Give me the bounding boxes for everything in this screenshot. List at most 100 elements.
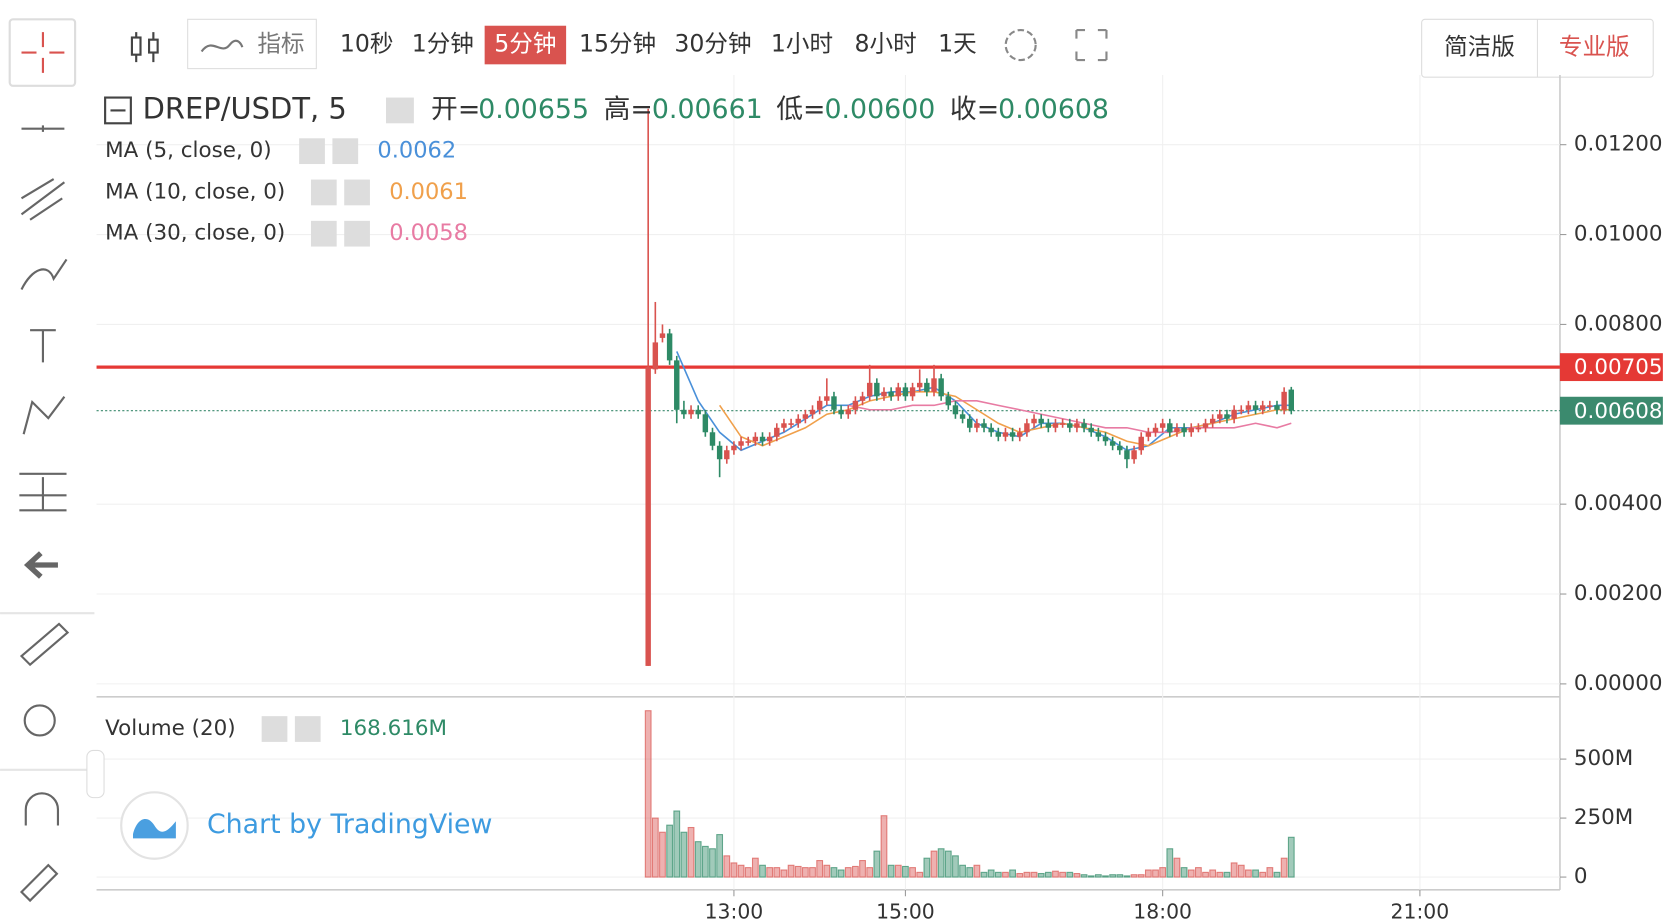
candle-body	[731, 445, 737, 451]
interval-button[interactable]: 1分钟	[412, 30, 474, 58]
ma-name: MA (30, close, 0)	[105, 221, 285, 246]
brush-tool[interactable]	[20, 258, 68, 290]
candle-body	[752, 436, 759, 442]
candle-body	[1102, 436, 1109, 442]
candle-body	[938, 378, 944, 397]
volume-bar	[737, 864, 745, 878]
volume-bar	[1202, 871, 1209, 878]
fullscreen-icon[interactable]	[1075, 28, 1108, 62]
settings-icon[interactable]	[310, 179, 337, 206]
settings-icon[interactable]	[261, 716, 288, 742]
back-tool[interactable]	[23, 551, 58, 579]
close-icon[interactable]	[344, 220, 370, 247]
collapse-handle[interactable]	[86, 749, 105, 799]
volume-bar	[952, 855, 959, 878]
x-tick-label: 21:00	[1391, 899, 1450, 922]
volume-bar	[873, 850, 881, 878]
volume-bar	[659, 831, 666, 878]
pattern-tool[interactable]	[22, 396, 66, 435]
settings-icon[interactable]	[299, 138, 325, 165]
candle-body	[866, 382, 873, 397]
volume-bar	[1259, 871, 1267, 878]
candle-body	[659, 333, 666, 338]
measure-tool[interactable]	[19, 472, 67, 512]
candle-body	[774, 427, 780, 437]
candle-body	[1159, 423, 1166, 428]
volume-bar	[987, 869, 995, 878]
candle-body	[1117, 445, 1123, 451]
settings-icon[interactable]	[310, 220, 337, 247]
candle-body	[738, 441, 744, 446]
candle-body	[816, 400, 823, 410]
y-tick-label: 0.00000	[1574, 671, 1663, 696]
watermark-text[interactable]: Chart by TradingView	[207, 809, 492, 840]
dot-tool[interactable]	[21, 125, 65, 132]
candle-body	[1067, 423, 1073, 428]
candle-body	[1074, 423, 1080, 428]
collapse-icon[interactable]	[104, 96, 132, 125]
volume-bar	[1130, 874, 1138, 878]
volume-bar	[1144, 869, 1152, 878]
interval-button[interactable]: 1天	[938, 30, 977, 58]
volume-bar	[673, 810, 681, 878]
volume-bar	[852, 865, 859, 878]
settings-icon[interactable]	[1004, 28, 1037, 62]
axes: 13:00 15:00 18:00 21:00 0.00000 0.00200 0.0040…	[705, 132, 1663, 922]
volume-bar	[1002, 871, 1009, 878]
candle-body	[902, 387, 909, 397]
lock-tool[interactable]	[19, 863, 59, 903]
lines-tool[interactable]	[20, 178, 66, 221]
volume-bar	[816, 860, 824, 878]
separator	[0, 612, 95, 771]
volume-name: Volume (20)	[105, 716, 236, 741]
volume-bar	[1237, 864, 1245, 878]
interval-button[interactable]: 1小时	[771, 30, 833, 58]
candle-body	[688, 409, 694, 415]
volume-bar	[1187, 869, 1195, 878]
candle-body	[1138, 436, 1144, 451]
candle-body	[974, 423, 980, 428]
candle-body	[1038, 418, 1044, 424]
y-tick-label: 500M	[1574, 746, 1633, 771]
close-icon[interactable]	[294, 716, 321, 742]
view-pro[interactable]: 专业版	[1559, 33, 1630, 61]
view-simple[interactable]: 简洁版	[1444, 33, 1515, 61]
candle-body	[1131, 450, 1137, 460]
settings-icon[interactable]	[386, 97, 414, 124]
close-icon[interactable]	[332, 138, 359, 165]
interval-button[interactable]: 15分钟	[579, 30, 656, 58]
volume-bar	[887, 864, 895, 878]
volume-bar	[687, 826, 695, 878]
candle-body	[931, 378, 937, 392]
zoom-tool[interactable]	[23, 704, 56, 737]
candle-body	[681, 409, 687, 415]
crosshair-tool[interactable]	[8, 18, 77, 87]
crosshair-icon	[21, 32, 65, 73]
close-icon[interactable]	[344, 179, 370, 206]
interval-button[interactable]: 30分钟	[674, 30, 751, 58]
ruler-tool[interactable]	[19, 622, 70, 667]
volume-bar	[1009, 869, 1016, 878]
indicators-label[interactable]: 指标	[257, 30, 304, 58]
volume-bar	[1080, 874, 1088, 878]
ohlc-value: 0.00600	[824, 94, 935, 125]
indicators-button[interactable]	[187, 18, 317, 70]
candle-body	[1181, 427, 1187, 433]
volume-bar	[1030, 871, 1038, 878]
candle-body	[652, 342, 659, 370]
interval-button[interactable]: 5分钟	[494, 30, 556, 58]
interval-button[interactable]: 10秒	[340, 30, 394, 58]
candle-body	[1217, 414, 1223, 419]
ohlc-value: 0.00608	[998, 94, 1109, 125]
magnet-tool[interactable]	[24, 792, 60, 826]
candle-body	[709, 432, 716, 446]
pane-border	[96, 75, 1561, 891]
candle-type-icon	[148, 38, 159, 54]
text-tool[interactable]	[30, 329, 56, 363]
volume-bar	[723, 855, 731, 878]
y-tick-label: 250M	[1574, 805, 1633, 830]
volume-bar	[1137, 874, 1145, 878]
volume-bar	[859, 860, 866, 878]
interval-button[interactable]: 8小时	[855, 30, 917, 58]
